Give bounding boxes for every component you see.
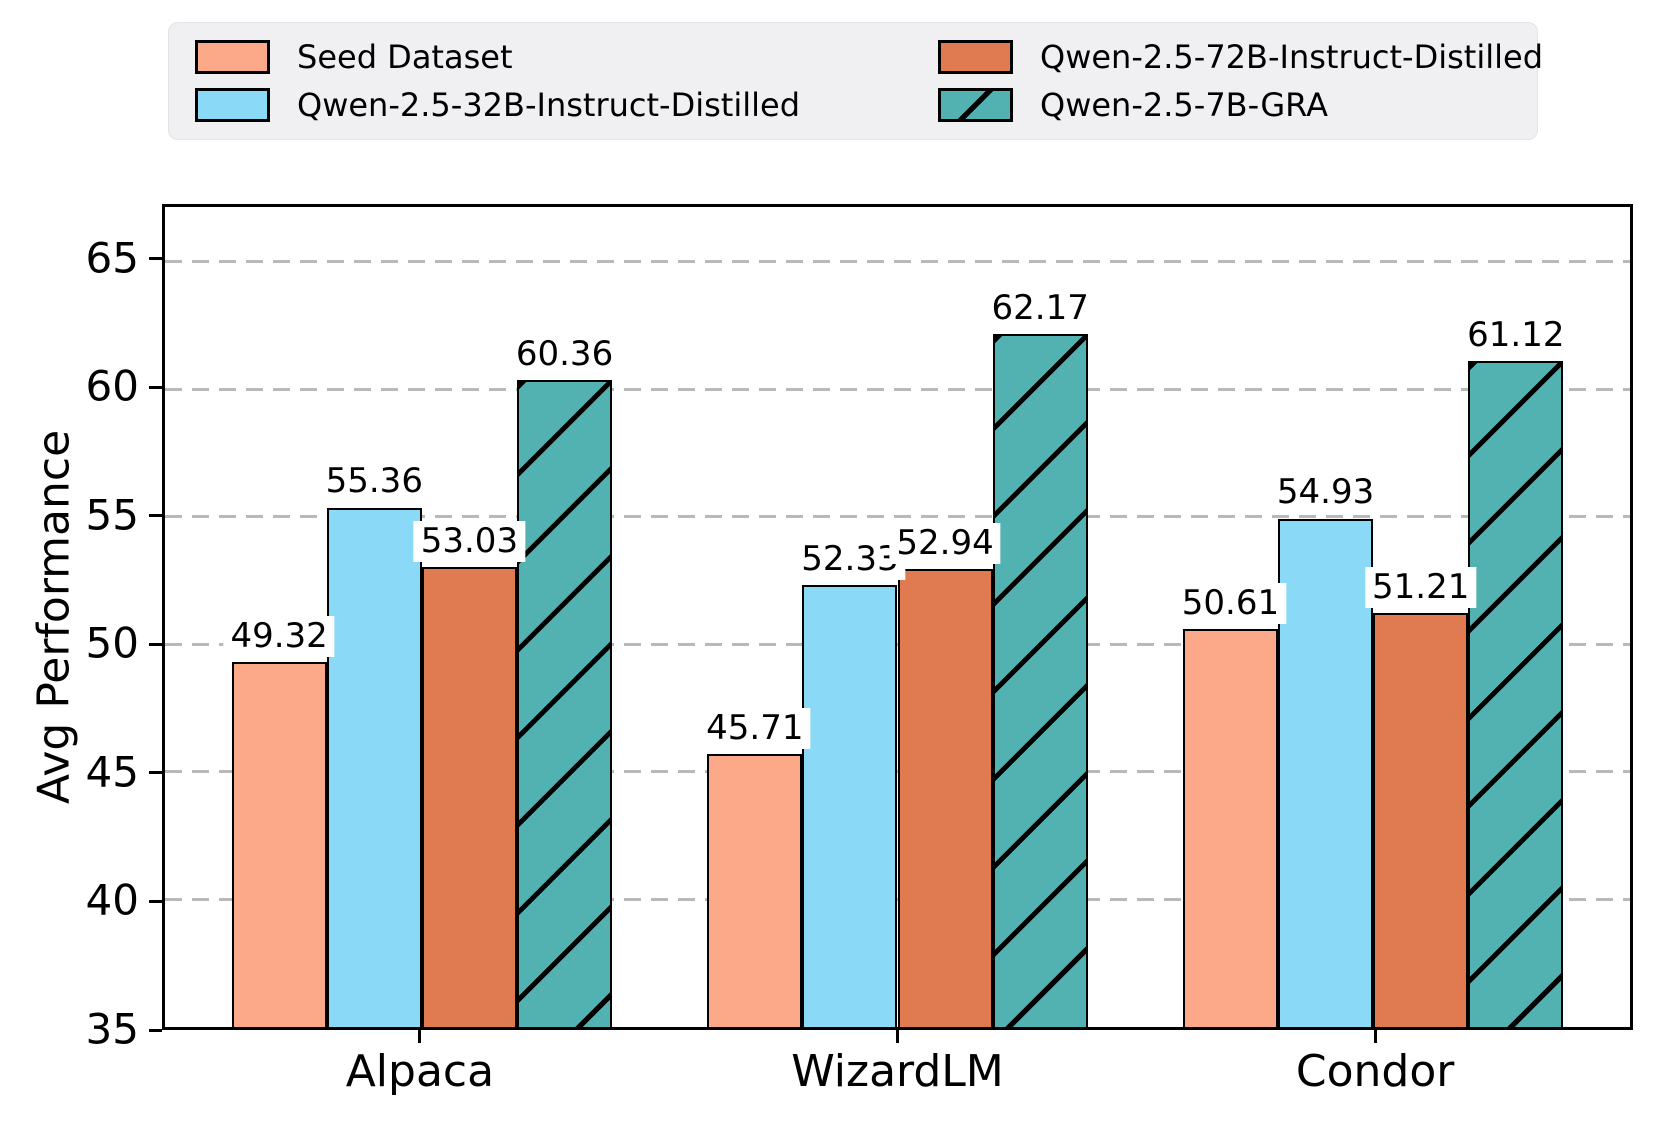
bar-value-label: 52.94 — [889, 523, 1001, 565]
legend-item-0: Seed Dataset — [169, 38, 912, 76]
y-tick-label: 50 — [85, 619, 139, 669]
legend-label: Seed Dataset — [297, 38, 513, 76]
y-tick-mark — [149, 1028, 162, 1032]
legend-swatch-1 — [195, 88, 270, 122]
legend: Seed Dataset Qwen-2.5-32B-Instruct-Distil… — [168, 22, 1543, 140]
bar-wizardlm-series-0 — [707, 753, 803, 1027]
gridline-y-60 — [165, 387, 1630, 391]
bar-alpaca-series-2 — [421, 567, 517, 1027]
y-tick-label: 40 — [85, 876, 139, 926]
bar-condor-series-3 — [1468, 360, 1564, 1027]
y-tick-label: 65 — [85, 233, 139, 283]
bar-wizardlm-series-3 — [992, 333, 1088, 1027]
legend-label: Qwen-2.5-72B-Instruct-Distilled — [1040, 38, 1544, 76]
y-tick-label: 45 — [85, 747, 139, 797]
x-category-label: Condor — [1295, 1046, 1455, 1097]
y-tick-label: 55 — [85, 490, 139, 540]
y-tick-label: 35 — [85, 1004, 139, 1054]
gridline-y-65 — [165, 260, 1630, 264]
legend-swatch-3 — [938, 88, 1013, 122]
legend-item-2: Qwen-2.5-72B-Instruct-Distilled — [912, 38, 1543, 76]
bar-value-label: 55.36 — [318, 461, 430, 503]
y-tick-mark — [149, 514, 162, 518]
x-tick-mark — [418, 1030, 422, 1043]
legend-item-3: Qwen-2.5-7B-GRA — [912, 86, 1543, 124]
bar-value-label: 53.03 — [413, 520, 526, 562]
bar-condor-series-1 — [1278, 518, 1374, 1027]
legend-swatch-0 — [195, 40, 270, 74]
y-tick-mark — [149, 899, 162, 903]
x-tick-mark — [896, 1030, 899, 1043]
x-tick-mark — [1373, 1030, 1377, 1043]
bar-value-label: 51.21 — [1365, 567, 1477, 609]
plot-area: 49.32 45.71 50.61 55.36 52.33 54.93 53.03 52.94… — [162, 204, 1633, 1030]
bar-value-label: 49.32 — [223, 615, 335, 657]
bar-value-label: 50.61 — [1174, 582, 1287, 624]
bar-alpaca-series-3 — [516, 379, 613, 1027]
y-tick-mark — [149, 385, 162, 389]
y-tick-label: 60 — [85, 362, 139, 412]
y-tick-mark — [149, 642, 162, 646]
bar-value-label: 61.12 — [1460, 314, 1572, 356]
bar-wizardlm-series-2 — [897, 569, 993, 1027]
bar-value-label: 54.93 — [1269, 472, 1382, 514]
legend-label: Qwen-2.5-7B-GRA — [1040, 86, 1328, 124]
bar-value-label: 52.33 — [794, 538, 906, 580]
y-tick-mark — [149, 257, 162, 261]
bar-wizardlm-series-1 — [802, 584, 898, 1027]
x-category-label: WizardLM — [791, 1046, 1004, 1097]
legend-item-1: Qwen-2.5-32B-Instruct-Distilled — [169, 86, 912, 124]
bar-value-label: 45.71 — [699, 707, 811, 749]
bar-condor-series-0 — [1182, 628, 1278, 1027]
bar-condor-series-2 — [1373, 613, 1469, 1027]
bar-alpaca-series-0 — [231, 661, 327, 1027]
y-tick-mark — [149, 771, 162, 775]
x-category-label: Alpaca — [345, 1046, 495, 1097]
legend-swatch-2 — [938, 40, 1013, 74]
bar-value-label: 60.36 — [508, 333, 621, 375]
bar-alpaca-series-1 — [326, 507, 422, 1027]
legend-label: Qwen-2.5-32B-Instruct-Distilled — [297, 86, 801, 124]
bar-value-label: 62.17 — [984, 287, 1096, 329]
gridline-y-55 — [165, 515, 1630, 519]
